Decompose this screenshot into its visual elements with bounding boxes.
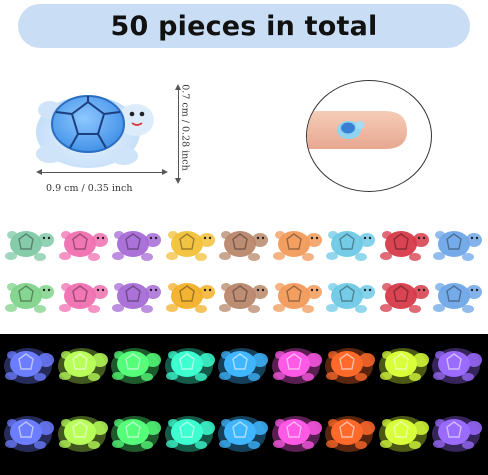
turtle-8 bbox=[379, 222, 431, 266]
turtle-1 bbox=[4, 222, 56, 266]
turtle-9 bbox=[432, 222, 484, 266]
title-banner: 50 pieces in total bbox=[18, 4, 470, 48]
glowing-turtle-16 bbox=[325, 410, 377, 454]
turtle-5 bbox=[218, 222, 270, 266]
turtle-10 bbox=[4, 274, 56, 318]
turtle-16 bbox=[325, 274, 377, 318]
turtle-14 bbox=[218, 274, 270, 318]
finger-scale-photo bbox=[306, 80, 432, 192]
height-label: 0.7 cm / 0.28 inch bbox=[179, 84, 191, 171]
turtle-2 bbox=[58, 222, 110, 266]
glowing-turtle-3 bbox=[111, 342, 163, 386]
glowing-turtle-11 bbox=[57, 410, 110, 454]
height-dimension-line bbox=[178, 86, 179, 182]
width-label: 0.9 cm / 0.35 inch bbox=[46, 183, 133, 194]
turtle-3 bbox=[111, 222, 163, 266]
arrow-up-icon bbox=[175, 84, 181, 90]
turtle-15 bbox=[272, 274, 324, 318]
glow-in-dark-panel bbox=[0, 334, 488, 475]
turtle-17 bbox=[379, 274, 431, 318]
arrow-down-icon bbox=[175, 178, 181, 184]
hero-turtle-image bbox=[36, 95, 154, 168]
turtle-7 bbox=[325, 222, 377, 266]
glowing-turtle-14 bbox=[218, 410, 270, 454]
glowing-turtle-2 bbox=[57, 342, 110, 386]
glowing-turtle-5 bbox=[218, 342, 270, 386]
banner-title: 50 pieces in total bbox=[110, 10, 378, 42]
glowing-turtle-12 bbox=[111, 410, 163, 454]
width-dimension-line bbox=[38, 172, 166, 173]
turtle-6 bbox=[272, 222, 324, 266]
turtle-18 bbox=[432, 274, 484, 318]
turtle-4 bbox=[165, 222, 217, 266]
glowing-turtle-6 bbox=[271, 342, 324, 386]
glowing-turtle-9 bbox=[432, 342, 484, 386]
arrow-left-icon bbox=[36, 169, 42, 175]
fingertip-illustration bbox=[307, 111, 407, 149]
glowing-turtle-7 bbox=[325, 342, 377, 386]
glowing-turtle-17 bbox=[378, 410, 431, 454]
glowing-turtle-13 bbox=[164, 410, 217, 454]
turtle-12 bbox=[111, 274, 163, 318]
glowing-turtle-15 bbox=[271, 410, 324, 454]
glowing-turtle-18 bbox=[432, 410, 484, 454]
turtle-11 bbox=[58, 274, 110, 318]
turtle-13 bbox=[165, 274, 217, 318]
glowing-turtle-4 bbox=[164, 342, 217, 386]
glowing-turtle-10 bbox=[4, 410, 56, 454]
daylight-turtle-grid bbox=[0, 218, 488, 328]
arrow-right-icon bbox=[162, 169, 168, 175]
glowing-turtle-1 bbox=[4, 342, 56, 386]
glowing-turtle-8 bbox=[378, 342, 431, 386]
